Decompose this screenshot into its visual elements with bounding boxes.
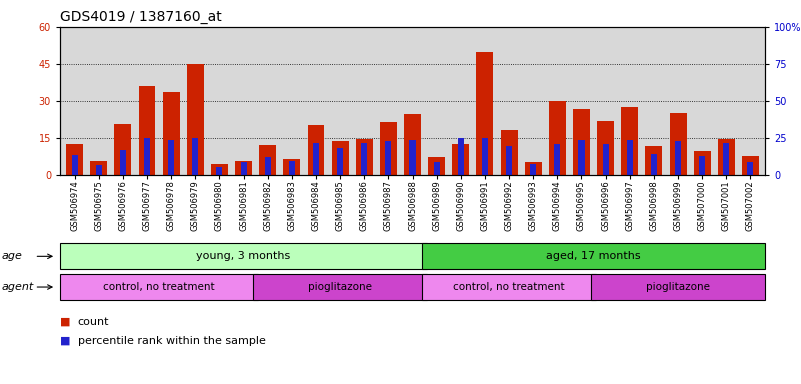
Bar xyxy=(482,138,488,175)
Text: young, 3 months: young, 3 months xyxy=(196,251,291,262)
Bar xyxy=(313,143,319,175)
Bar xyxy=(139,86,155,175)
Bar xyxy=(361,143,367,175)
Text: aged, 17 months: aged, 17 months xyxy=(546,251,641,262)
Text: ■: ■ xyxy=(60,336,70,346)
Bar xyxy=(723,143,730,175)
Bar xyxy=(192,138,199,175)
Text: ■: ■ xyxy=(60,317,70,327)
Bar xyxy=(66,144,83,175)
Bar xyxy=(433,162,440,175)
Bar xyxy=(216,167,223,175)
Bar xyxy=(742,156,759,175)
Bar xyxy=(422,243,765,269)
Bar xyxy=(675,141,681,175)
Bar xyxy=(385,141,392,175)
Bar xyxy=(602,144,609,175)
Bar xyxy=(240,162,247,175)
Bar xyxy=(144,138,150,175)
Bar xyxy=(598,121,614,175)
Bar xyxy=(506,146,512,175)
Bar xyxy=(264,157,271,175)
Text: GDS4019 / 1387160_at: GDS4019 / 1387160_at xyxy=(60,10,222,25)
Text: control, no treatment: control, no treatment xyxy=(103,282,215,292)
Bar xyxy=(308,126,324,175)
Bar xyxy=(549,101,566,175)
Bar xyxy=(573,109,590,175)
Bar xyxy=(380,122,396,175)
Bar xyxy=(422,274,596,300)
Bar xyxy=(578,140,585,175)
Bar xyxy=(718,139,735,175)
Bar xyxy=(71,155,78,175)
Bar xyxy=(477,51,493,175)
Text: pioglitazone: pioglitazone xyxy=(646,282,710,292)
Bar xyxy=(409,140,416,175)
Bar xyxy=(289,161,295,175)
Text: pioglitazone: pioglitazone xyxy=(308,282,372,292)
Bar xyxy=(458,138,464,175)
Bar xyxy=(453,144,469,175)
Bar xyxy=(120,150,126,175)
Bar xyxy=(670,113,686,175)
Bar xyxy=(699,156,705,175)
Bar xyxy=(501,131,517,175)
Bar xyxy=(429,157,445,175)
Bar xyxy=(95,165,102,175)
Bar xyxy=(211,164,227,175)
Text: count: count xyxy=(78,317,109,327)
Bar xyxy=(747,162,754,175)
Bar xyxy=(168,140,174,175)
Bar xyxy=(187,64,203,175)
Bar xyxy=(260,145,276,175)
Text: percentile rank within the sample: percentile rank within the sample xyxy=(78,336,266,346)
Bar xyxy=(694,151,710,175)
Bar xyxy=(626,140,633,175)
Bar xyxy=(622,107,638,175)
Bar xyxy=(591,274,765,300)
Bar xyxy=(356,139,372,175)
Bar xyxy=(404,114,421,175)
Text: agent: agent xyxy=(2,282,34,292)
Bar xyxy=(163,92,179,175)
Bar xyxy=(60,274,258,300)
Bar xyxy=(525,162,541,175)
Bar xyxy=(554,144,561,175)
Bar xyxy=(646,146,662,175)
Bar xyxy=(235,161,252,175)
Bar xyxy=(60,243,427,269)
Bar xyxy=(284,159,300,175)
Bar xyxy=(337,147,343,175)
Text: age: age xyxy=(2,251,22,262)
Bar xyxy=(91,161,107,175)
Bar xyxy=(253,274,427,300)
Text: control, no treatment: control, no treatment xyxy=(453,282,565,292)
Bar xyxy=(115,124,131,175)
Bar xyxy=(651,154,657,175)
Bar xyxy=(530,164,536,175)
Bar xyxy=(332,141,348,175)
